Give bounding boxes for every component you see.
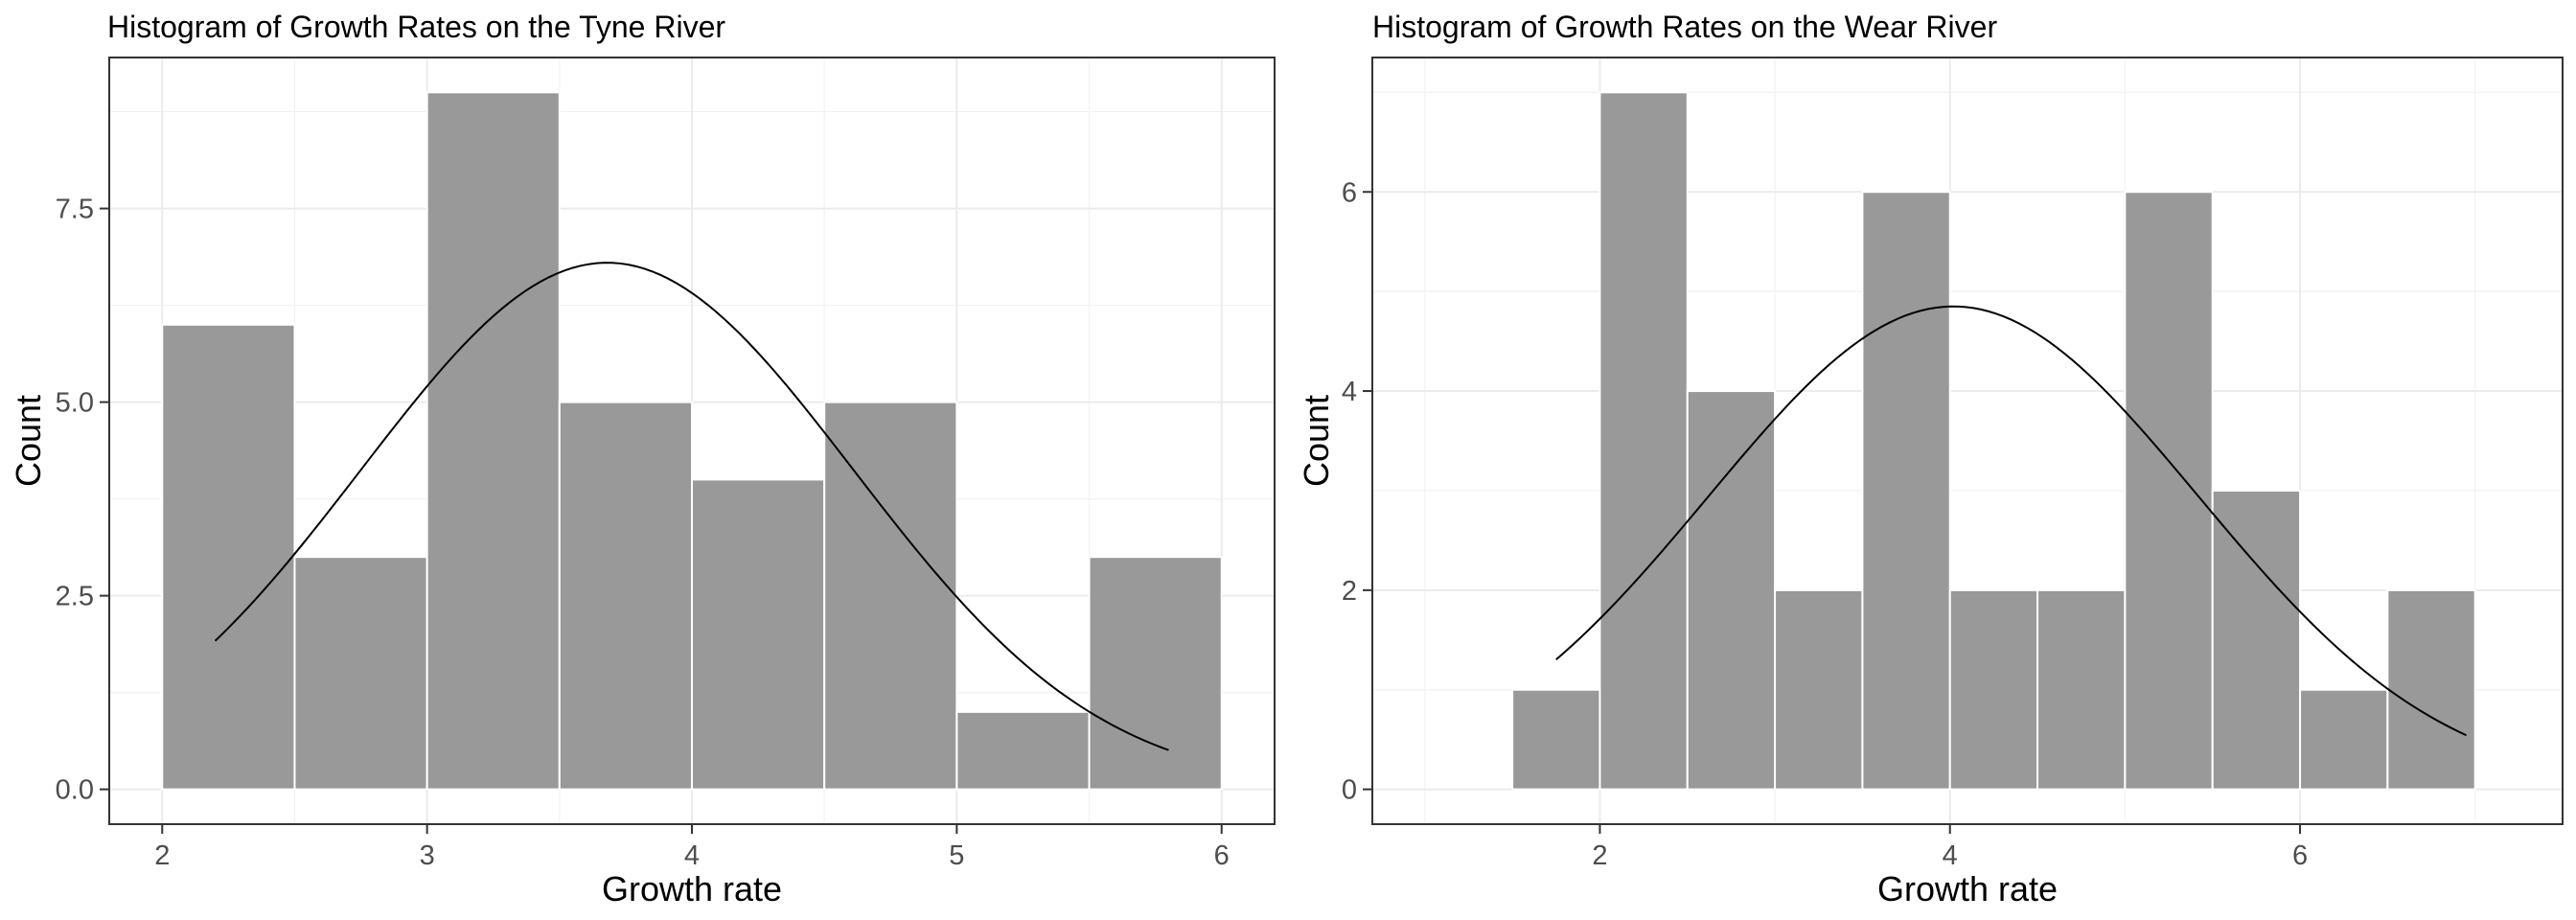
tyne-x-axis-label: Growth rate <box>602 869 782 908</box>
tyne-x-tick-label: 3 <box>420 840 435 871</box>
tyne-bars <box>161 91 1223 791</box>
wear-bar-9 <box>2211 489 2302 791</box>
wear-x-axis-label: Growth rate <box>1877 869 2058 908</box>
wear-y-tick-label: 6 <box>1342 177 1357 208</box>
tyne-bar-3 <box>426 91 561 791</box>
wear-x-tick-label: 2 <box>1592 840 1607 871</box>
wear-normal-curve <box>1555 305 2467 737</box>
tyne-normal-curve <box>214 262 1169 751</box>
tyne-x-tick-label: 2 <box>154 840 170 871</box>
tyne-bar-4 <box>558 401 693 791</box>
tyne-y-axis-label: Count <box>9 395 48 487</box>
tyne-x-tick-label: 6 <box>1214 840 1230 871</box>
wear-bar-1 <box>1511 688 1601 791</box>
tyne-y-tick-label: 2.5 <box>56 582 94 612</box>
tyne-x-tick-label: 5 <box>949 840 964 871</box>
wear-gridlines <box>1372 58 2563 824</box>
tyne-bar-6 <box>823 401 958 791</box>
wear-y-tick-label: 0 <box>1342 775 1357 806</box>
wear-bar-5 <box>1861 191 1951 791</box>
tyne-bar-5 <box>691 478 826 791</box>
tyne-chart-title: Histogram of Growth Rates on the Tyne Ri… <box>107 10 726 44</box>
tyne-histogram-chart: 2 3 4 5 6 0.0 2.5 5.0 7.5 Growth rate Count Histog… <box>9 10 1276 908</box>
tyne-y-tick-label: 7.5 <box>56 195 94 225</box>
wear-y-axis-label: Count <box>1297 395 1336 487</box>
tyne-bar-1 <box>161 323 296 791</box>
tyne-bar-8 <box>1088 556 1223 791</box>
tyne-histogram-plot: 2 3 4 5 6 0.0 2.5 5.0 7.5 Growth rate Count <box>9 57 1276 908</box>
tyne-x-tick-label: 4 <box>684 840 700 871</box>
tyne-bar-2 <box>293 556 428 791</box>
wear-bar-2 <box>1598 91 1689 791</box>
tyne-y-tick-label: 5.0 <box>56 388 94 419</box>
tyne-y-tick-label: 0.0 <box>56 775 94 806</box>
wear-histogram-chart: 2 4 6 0 2 4 6 Growth rate Count Histogram of Gro… <box>1288 0 2576 920</box>
wear-y-tick-label: 4 <box>1342 377 1357 407</box>
wear-bar-6 <box>1948 588 2039 791</box>
wear-bar-11 <box>2386 588 2476 791</box>
wear-bars <box>1511 91 2476 791</box>
wear-chart-title: Histogram of Growth Rates on the Wear Ri… <box>1372 10 1998 44</box>
tyne-bar-7 <box>955 710 1091 791</box>
wear-y-tick-label: 2 <box>1342 576 1357 607</box>
wear-bar-3 <box>1686 390 1777 791</box>
wear-bar-10 <box>2299 688 2389 791</box>
wear-bar-7 <box>2036 588 2127 791</box>
wear-x-tick-label: 4 <box>1943 840 1958 871</box>
wear-bar-4 <box>1774 588 1864 791</box>
wear-x-tick-label: 6 <box>2292 840 2308 871</box>
wear-bar-8 <box>2124 191 2214 791</box>
wear-panel-border <box>1371 57 2564 825</box>
wear-histogram-plot: 2 4 6 0 2 4 6 Growth rate Count <box>1297 57 2564 908</box>
